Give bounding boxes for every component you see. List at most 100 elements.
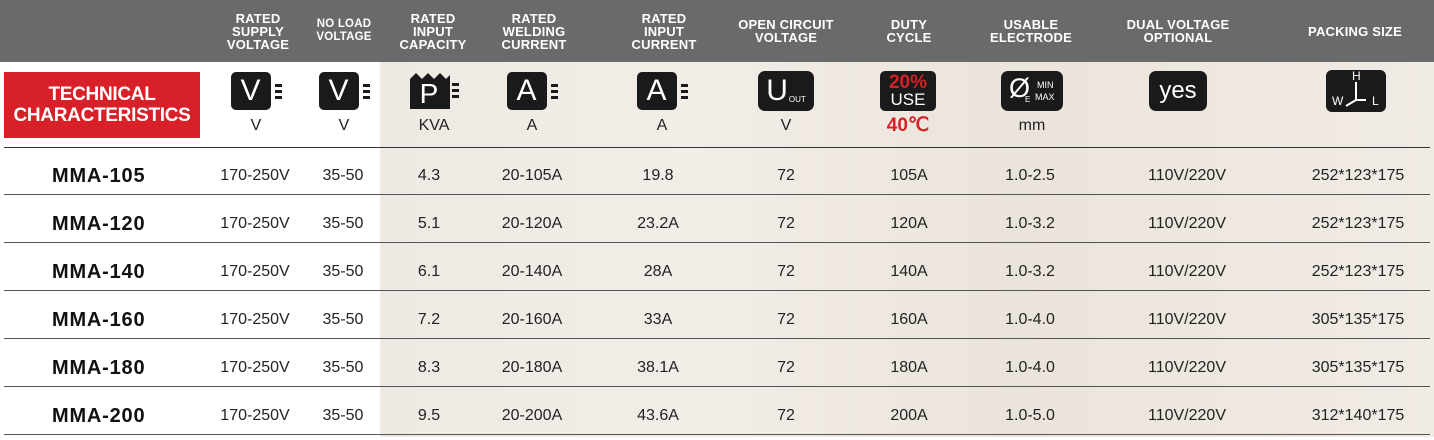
current-icon: A — [636, 70, 688, 112]
row-divider — [4, 434, 1430, 435]
cell-packing: 312*140*175 — [1311, 407, 1405, 424]
cell-supply: 170-250V — [220, 407, 290, 424]
cell-welding: 20-200A — [501, 407, 563, 424]
model-name: MMA-105 — [52, 164, 146, 187]
cell-electrode: 1.0-4.0 — [1005, 359, 1055, 376]
technical-characteristics-label: TECHNICAL CHARACTERISTICS — [4, 72, 200, 138]
cell-capacity: 9.5 — [417, 407, 441, 424]
header-input-capacity: RATED INPUT CAPACITY — [399, 10, 467, 52]
header-open-circuit-voltage: OPEN CIRCUIT VOLTAGE — [738, 17, 834, 45]
header-divider — [4, 147, 1430, 148]
header-welding-current: RATED WELDING CURRENT — [501, 10, 567, 52]
cell-ocv: 72 — [777, 167, 795, 184]
cell-dual: 110V/220V — [1148, 407, 1226, 424]
duty-cycle-temperature: 40℃ — [886, 115, 930, 136]
table-row: MMA-105 170-250V 35-50 4.3 20-105A 19.8 72 105A… — [0, 152, 1434, 200]
cell-packing: 305*135*175 — [1311, 311, 1405, 328]
packing-size-icon-cell: H W L — [1318, 69, 1394, 142]
input-current-icon-cell: A A — [624, 70, 700, 142]
cell-input: 33A — [643, 311, 673, 328]
power-box-shape — [410, 73, 459, 109]
cell-supply: 170-250V — [220, 311, 290, 328]
cell-supply: 170-250V — [220, 167, 290, 184]
row-divider — [4, 338, 1430, 339]
cell-capacity: 4.3 — [417, 167, 441, 184]
dimensions-icon: H W L — [1326, 69, 1386, 112]
duty-cycle-icon-cell: 20% USE 40℃ — [870, 70, 946, 142]
cell-packing: 252*123*175 — [1311, 263, 1405, 280]
row-divider — [4, 290, 1430, 291]
usable-electrode-icon-cell: Ø E MIN MAX mm — [994, 70, 1070, 142]
table-header: RATED SUPPLY VOLTAGE NO LOAD VOLTAGE RAT… — [0, 0, 1434, 62]
welding-current-unit: A — [526, 117, 538, 134]
duty-cycle-icon: 20% USE — [880, 70, 936, 112]
supply-voltage-icon-cell: V V — [218, 70, 294, 142]
cell-noload: 35-50 — [322, 407, 364, 424]
cell-packing: 252*123*175 — [1311, 167, 1405, 184]
cell-supply: 170-250V — [220, 359, 290, 376]
cell-duty: 160A — [890, 311, 928, 328]
cell-welding: 20-160A — [501, 311, 563, 328]
cell-packing: 305*135*175 — [1311, 359, 1405, 376]
supply-voltage-unit: V — [250, 117, 262, 134]
header-packing-size: PACKING SIZE — [1308, 23, 1402, 39]
cell-capacity: 8.3 — [417, 359, 441, 376]
cell-input: 19.8 — [642, 167, 674, 184]
cell-dual: 110V/220V — [1148, 359, 1226, 376]
row-divider — [4, 242, 1430, 243]
model-name: MMA-200 — [52, 404, 146, 427]
cell-electrode: 1.0-2.5 — [1005, 167, 1055, 184]
cell-noload: 35-50 — [322, 359, 364, 376]
header-input-current: RATED INPUT CURRENT — [631, 10, 697, 52]
cell-input: 38.1A — [637, 359, 679, 376]
dual-voltage-icon-cell: yes — [1140, 70, 1216, 142]
cell-packing: 252*123*175 — [1311, 215, 1405, 232]
cell-duty: 120A — [890, 215, 928, 232]
open-circuit-voltage-unit: V — [780, 117, 792, 134]
cell-duty: 200A — [890, 407, 928, 424]
current-icon: A — [506, 70, 558, 112]
header-duty-cycle: DUTY CYCLE — [886, 17, 932, 45]
cell-dual: 110V/220V — [1148, 311, 1226, 328]
cell-electrode: 1.0-5.0 — [1005, 407, 1055, 424]
power-icon: P — [408, 70, 460, 112]
table-row: MMA-180 170-250V 35-50 8.3 20-180A 38.1A 72 180… — [0, 344, 1434, 392]
voltage-icon: V — [318, 70, 370, 112]
cell-input: 23.2A — [637, 215, 679, 232]
table-row: MMA-140 170-250V 35-50 6.1 20-140A 28A 72 140A 1… — [0, 248, 1434, 296]
cell-ocv: 72 — [777, 407, 795, 424]
row-divider — [4, 386, 1430, 387]
cell-dual: 110V/220V — [1148, 263, 1226, 280]
header-dual-voltage: DUAL VOLTAGE OPTIONAL — [1126, 17, 1230, 45]
welding-current-icon-cell: A A — [494, 70, 570, 142]
voltage-icon: V — [230, 70, 282, 112]
cell-capacity: 5.1 — [417, 215, 441, 232]
cell-duty: 140A — [890, 263, 928, 280]
cell-ocv: 72 — [777, 215, 795, 232]
output-voltage-icon: U OUT — [758, 70, 814, 112]
header-usable-electrode: USABLE ELECTRODE — [990, 17, 1072, 45]
cell-input: 43.6A — [637, 407, 679, 424]
header-supply-voltage: RATED SUPPLY VOLTAGE — [226, 10, 290, 52]
yes-badge-icon: yes — [1149, 70, 1207, 112]
cell-electrode: 1.0-3.2 — [1005, 215, 1055, 232]
table-row: MMA-160 170-250V 35-50 7.2 20-160A 33A 72 160A 1… — [0, 296, 1434, 344]
model-name: MMA-140 — [52, 260, 146, 283]
model-name: MMA-160 — [52, 308, 146, 331]
cell-welding: 20-180A — [501, 359, 563, 376]
cell-capacity: 7.2 — [417, 311, 441, 328]
capacity-unit: KVA — [418, 117, 450, 134]
cell-ocv: 72 — [777, 359, 795, 376]
input-capacity-icon-cell: P KVA — [392, 70, 476, 142]
table-row: MMA-120 170-250V 35-50 5.1 20-120A 23.2A 72 120… — [0, 200, 1434, 248]
header-no-load-voltage: NO LOAD VOLTAGE — [316, 18, 372, 43]
cell-noload: 35-50 — [322, 263, 364, 280]
power-glyph: P — [419, 78, 439, 109]
cell-supply: 170-250V — [220, 263, 290, 280]
cell-input: 28A — [643, 263, 673, 280]
cell-noload: 35-50 — [322, 167, 364, 184]
cell-ocv: 72 — [777, 263, 795, 280]
textured-background — [380, 62, 1434, 437]
cell-noload: 35-50 — [322, 215, 364, 232]
table-row: MMA-200 170-250V 35-50 9.5 20-200A 43.6A 72 200… — [0, 392, 1434, 440]
